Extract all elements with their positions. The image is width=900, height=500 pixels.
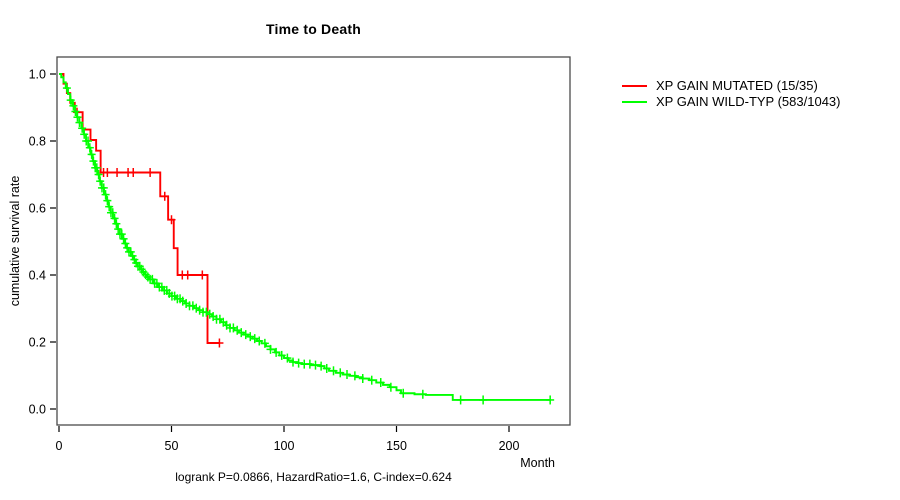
- stats-annotation: logrank P=0.0866, HazardRatio=1.6, C-ind…: [175, 470, 452, 484]
- svg-text:100: 100: [274, 439, 295, 453]
- svg-text:0: 0: [56, 439, 63, 453]
- legend-item-wildtype: XP GAIN WILD-TYP (583/1043): [622, 94, 841, 109]
- chart-title: Time to Death: [266, 21, 361, 37]
- legend-line-red-icon: [622, 84, 647, 87]
- svg-text:0.2: 0.2: [29, 336, 46, 350]
- censor-marks-1: [62, 83, 555, 405]
- km-curve-0: [59, 73, 220, 344]
- svg-text:50: 50: [165, 439, 179, 453]
- svg-text:0.6: 0.6: [29, 202, 46, 216]
- svg-text:0.8: 0.8: [29, 135, 46, 149]
- svg-text:0.0: 0.0: [29, 403, 46, 417]
- svg-text:0.4: 0.4: [29, 269, 46, 283]
- km-series-0: [59, 73, 224, 348]
- legend-label-wildtype: XP GAIN WILD-TYP (583/1043): [656, 94, 841, 109]
- legend: XP GAIN MUTATED (15/35) XP GAIN WILD-TYP…: [622, 78, 841, 109]
- x-axis-ticks: 0 50 100 150 200: [56, 426, 520, 453]
- svg-text:1.0: 1.0: [29, 68, 46, 82]
- legend-label-mutated: XP GAIN MUTATED (15/35): [656, 78, 818, 93]
- y-axis-ticks: 0.0 0.2 0.4 0.6 0.8 1.0: [29, 68, 56, 417]
- svg-text:200: 200: [499, 439, 520, 453]
- legend-item-mutated: XP GAIN MUTATED (15/35): [622, 78, 840, 93]
- km-curve-1: [59, 73, 551, 401]
- km-series-1: [59, 73, 555, 405]
- svg-text:150: 150: [386, 439, 407, 453]
- x-axis-label: Month: [520, 456, 555, 470]
- legend-line-green-icon: [622, 100, 647, 103]
- plot-box: [56, 56, 571, 426]
